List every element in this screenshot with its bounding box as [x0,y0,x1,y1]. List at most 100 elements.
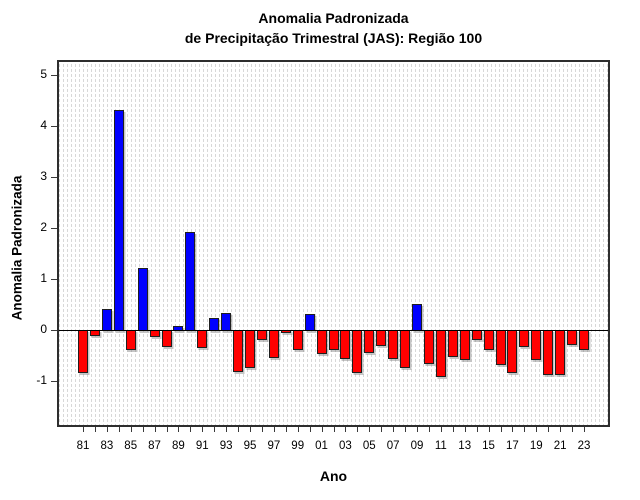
bar-1987 [149,329,160,337]
y-tick-label-2: 2 [40,219,47,234]
bar-2008 [400,329,411,368]
x-tick-label-05: 05 [362,440,376,452]
x-tick [190,427,191,432]
x-tick-label-89: 89 [172,440,185,452]
x-tick [310,427,311,432]
x-tick-label-03: 03 [339,440,352,452]
bar-2000 [304,313,315,331]
x-tick [298,427,299,432]
x-tick [405,427,406,432]
bar-1991 [197,329,208,348]
x-tick [155,427,156,432]
x-tick [202,427,203,432]
bar-2009 [412,303,422,331]
plot-area [57,60,610,427]
x-tick [465,427,466,432]
x-tick [560,427,561,432]
bar-2011 [435,329,446,377]
bar-1995 [245,329,255,368]
x-tick-label-81: 81 [76,440,90,452]
y-tick-label-0: 0 [40,321,47,336]
x-tick [214,427,215,432]
bar-2015 [483,329,494,350]
y-tick [51,381,57,382]
bar-2020 [543,329,554,375]
x-tick-label-11: 11 [434,440,447,452]
x-tick-label-09: 09 [410,440,424,452]
x-tick-label-83: 83 [100,440,114,452]
x-tick-label-01: 01 [315,440,328,452]
x-tick-label-15: 15 [482,440,495,452]
bar-2021 [555,329,566,375]
x-tick [178,427,179,432]
bar-2018 [519,329,530,347]
bar-1981 [78,329,88,373]
x-tick [512,427,513,432]
x-tick [524,427,525,432]
x-tick-label-17: 17 [506,440,519,452]
bar-2005 [364,329,375,353]
x-tick [107,427,108,432]
x-tick [83,427,84,432]
y-tick-label-5: 5 [40,66,47,81]
x-tick [95,427,96,432]
bar-2007 [388,329,399,359]
x-axis-title: Ano [319,468,348,484]
bar-2002 [328,329,339,350]
x-tick [453,427,454,432]
x-tick [119,427,120,432]
y-tick [51,126,57,127]
y-tick [51,279,57,280]
x-tick [429,427,430,432]
x-tick [345,427,346,432]
zero-axis-line [59,329,608,331]
y-axis-title: Anomalia Padronizada [9,175,25,321]
x-tick [501,427,502,432]
y-tick-label-3: 3 [40,168,47,183]
x-tick-label-23: 23 [577,440,591,452]
bar-2022 [567,329,578,345]
bar-1994 [233,329,244,372]
bar-2006 [376,329,387,346]
x-tick [167,427,168,432]
bar-1988 [161,329,172,347]
x-tick-label-85: 85 [124,440,138,452]
x-tick-label-91: 91 [195,440,209,452]
y-tick [51,330,57,331]
bar-2004 [352,329,363,373]
x-tick [548,427,549,432]
x-tick-label-93: 93 [219,440,233,452]
x-tick [441,427,442,432]
x-tick-label-95: 95 [243,440,257,452]
x-tick [572,427,573,432]
bar-1984 [113,109,124,331]
x-tick [322,427,323,432]
bar-2019 [531,329,542,360]
bar-2001 [316,329,327,354]
y-tick [51,228,57,229]
bar-1997 [268,329,279,358]
x-tick-label-07: 07 [386,440,400,452]
bar-1986 [137,267,148,331]
x-tick-label-13: 13 [458,440,472,452]
chart-title-line1: Anomalia Padronizada [258,10,409,26]
x-tick-label-97: 97 [267,440,281,452]
x-tick [274,427,275,432]
x-tick [536,427,537,432]
x-tick [226,427,227,432]
bar-2010 [423,329,434,364]
x-tick [238,427,239,432]
x-tick [381,427,382,432]
x-tick [393,427,394,432]
x-tick [584,427,585,432]
x-tick-label-99: 99 [291,440,305,452]
bar-2017 [507,329,518,373]
x-tick [131,427,132,432]
bar-1999 [292,329,303,350]
x-tick [369,427,370,432]
bar-1993 [221,312,232,331]
x-tick [417,427,418,432]
x-tick-label-87: 87 [148,440,161,452]
bar-2023 [579,329,589,350]
y-tick-label-1: 1 [40,270,47,285]
